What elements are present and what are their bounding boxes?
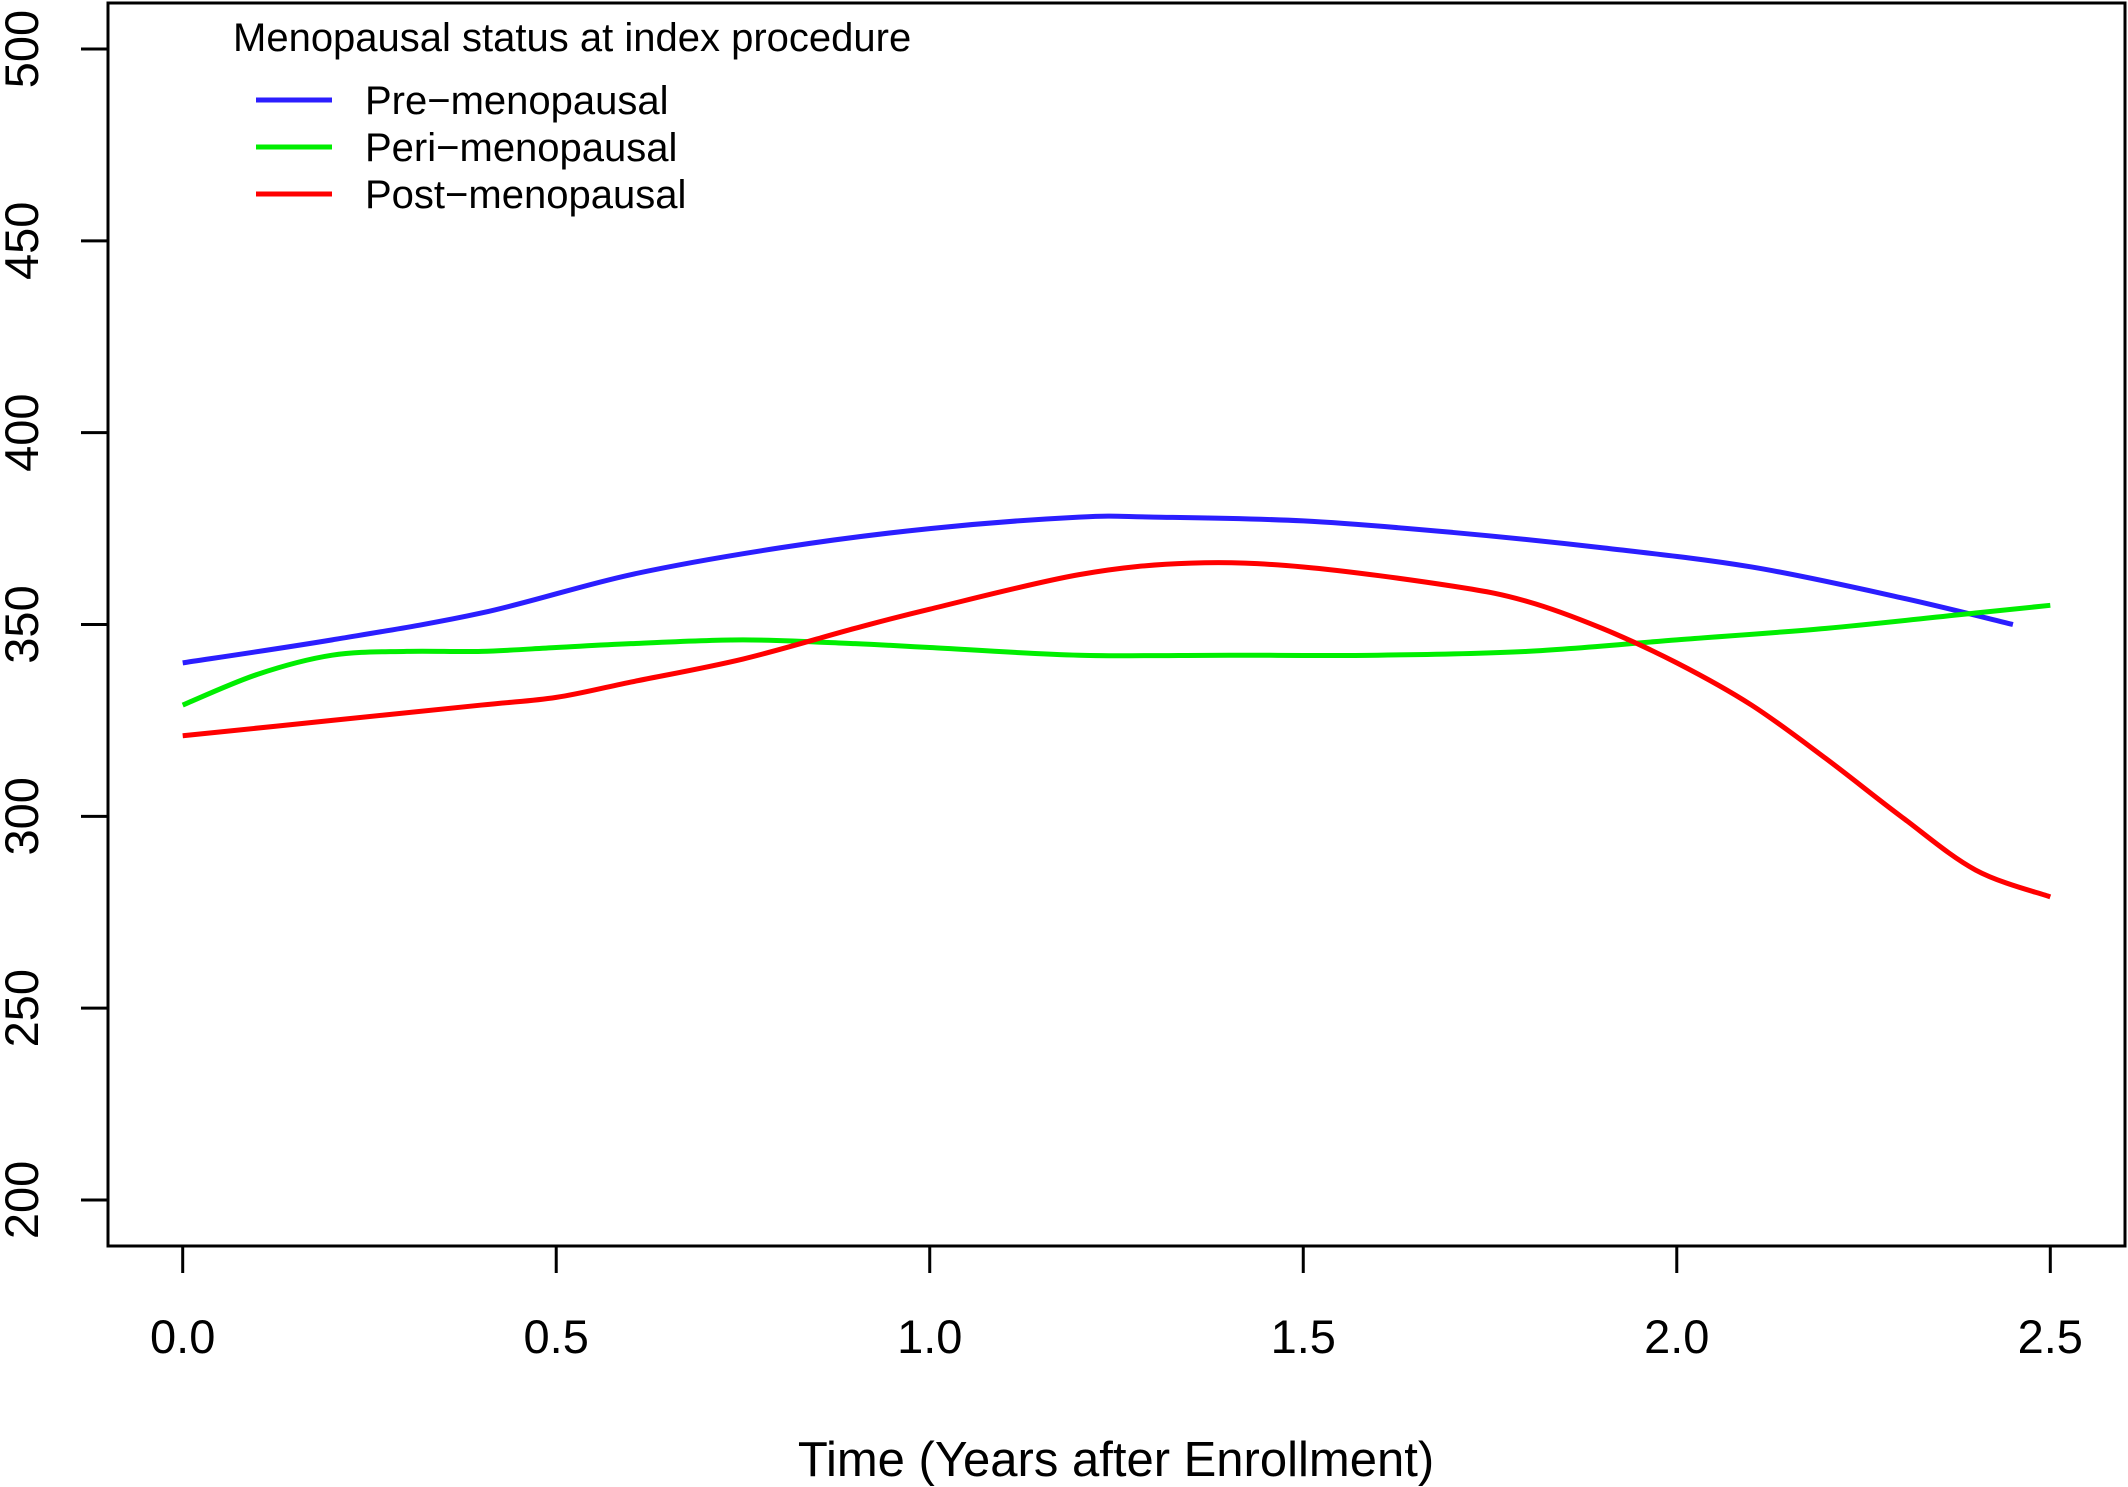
series-line-1 (182, 513, 2014, 666)
x-tick-label: 1.5 (1271, 1310, 1336, 1363)
legend-title: Menopausal status at index procedure (233, 16, 911, 60)
y-tick-label: 200 (0, 1161, 48, 1239)
x-tick-label: 0.0 (150, 1310, 215, 1363)
x-axis-title: Time (Years after Enrollment) (798, 1433, 1434, 1487)
x-tick-label: 1.0 (897, 1310, 962, 1363)
x-tick-label: 2.0 (1644, 1310, 1709, 1363)
y-tick-label: 500 (0, 10, 48, 88)
x-tick-label: 2.5 (2018, 1310, 2083, 1363)
series-line-2 (181, 602, 2051, 708)
series-line-3 (182, 560, 2052, 900)
legend-label-2: Peri−menopausal (365, 126, 677, 170)
y-tick-label: 400 (0, 393, 48, 471)
y-tick-label: 450 (0, 202, 48, 280)
y-tick-label: 250 (0, 969, 48, 1047)
legend-label-3: Post−menopausal (365, 173, 686, 217)
y-tick-label: 350 (0, 585, 48, 663)
x-tick-label: 0.5 (524, 1310, 589, 1363)
y-tick-label: 300 (0, 777, 48, 855)
legend-label-1: Pre−menopausal (365, 79, 669, 123)
